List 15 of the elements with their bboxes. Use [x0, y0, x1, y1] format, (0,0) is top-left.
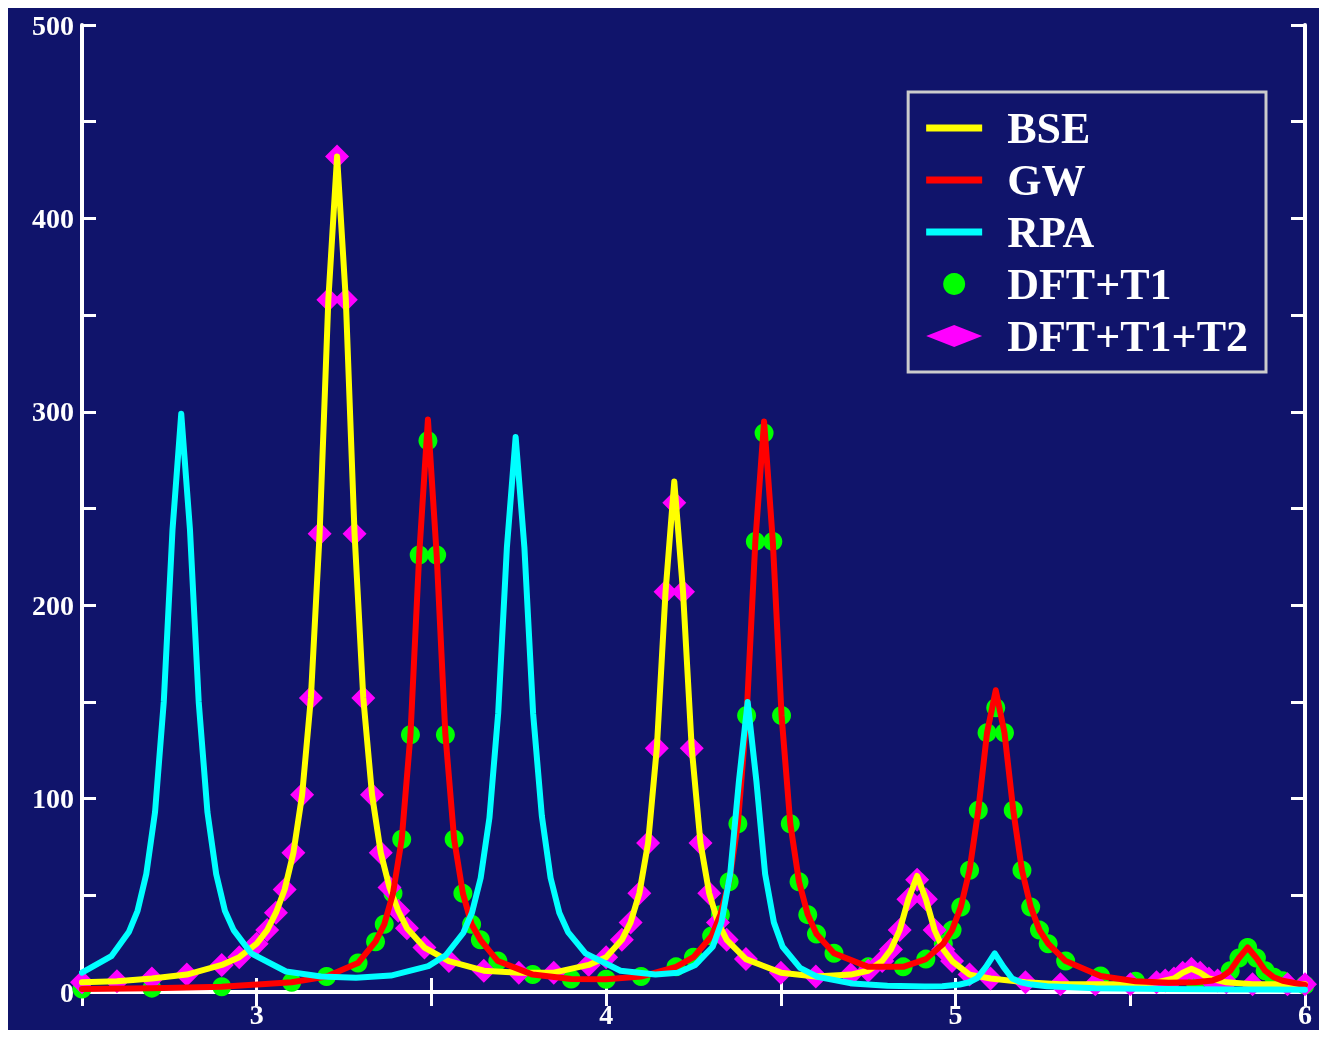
- x-tick-label: 5: [948, 998, 963, 1030]
- legend-label: DFT+T1+T2: [1007, 311, 1248, 361]
- legend-label: BSE: [1007, 103, 1091, 153]
- y-tick-label: 400: [32, 202, 74, 234]
- x-tick-label: 4: [599, 998, 614, 1030]
- y-tick-label: 500: [32, 9, 74, 41]
- legend-label: DFT+T1: [1007, 259, 1172, 309]
- y-tick-label: 300: [32, 396, 74, 428]
- legend-label: RPA: [1007, 207, 1095, 257]
- y-tick-label: 100: [32, 783, 74, 815]
- x-tick-label: 6: [1298, 998, 1312, 1030]
- legend-label: GW: [1007, 155, 1086, 205]
- y-tick-label: 0: [60, 976, 74, 1008]
- x-tick-label: 3: [249, 998, 264, 1030]
- y-tick-label: 200: [32, 589, 74, 621]
